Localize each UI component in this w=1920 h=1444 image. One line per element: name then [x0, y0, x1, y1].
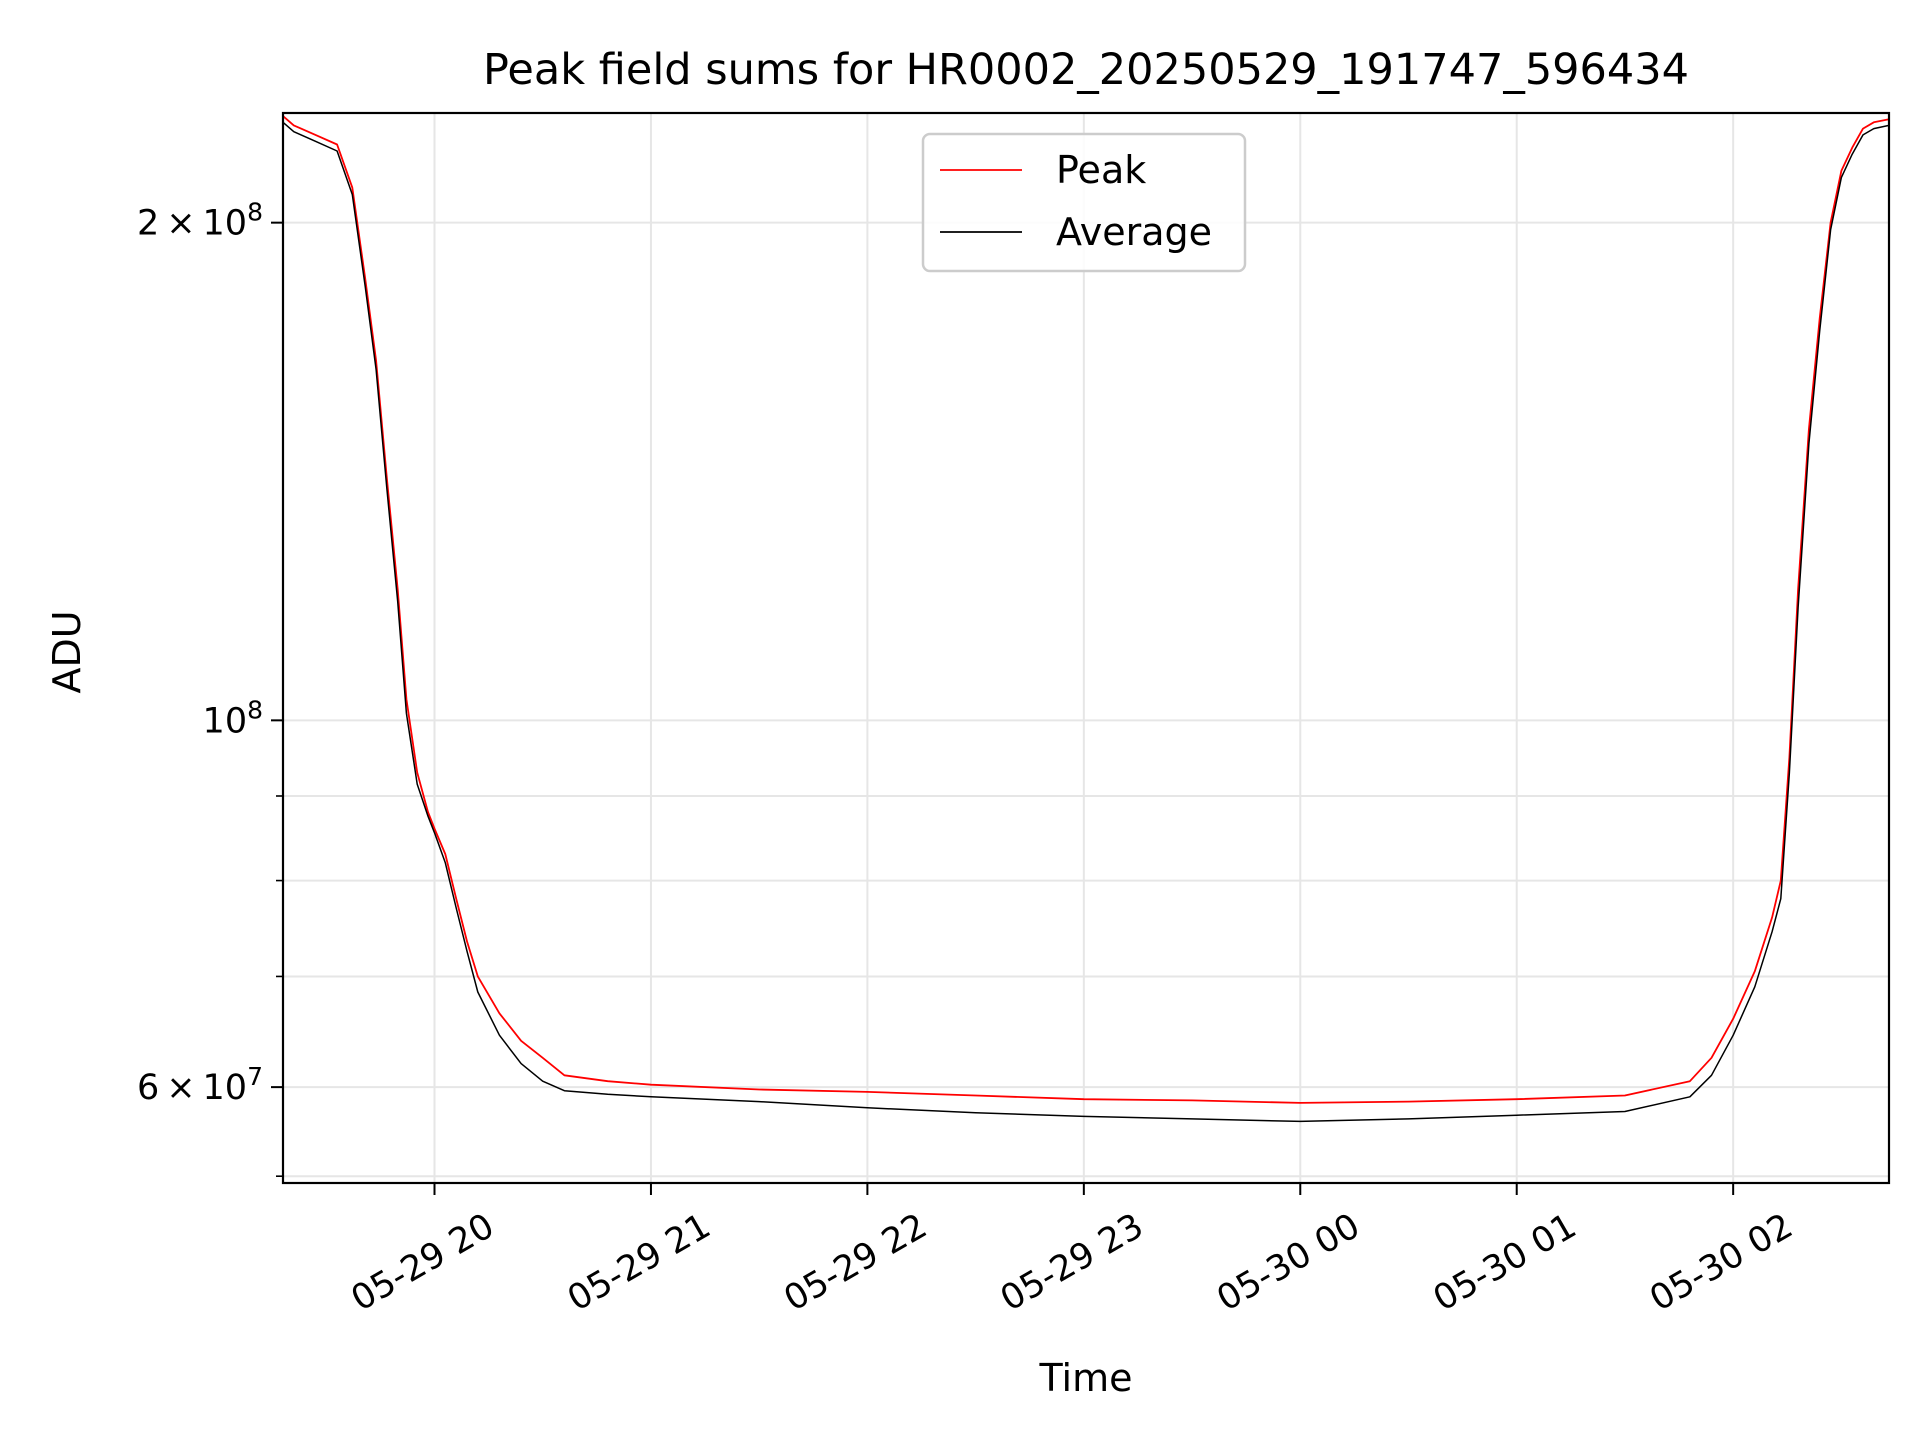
- legend: Peak Average: [921, 132, 1247, 273]
- y-tick-label-base: 10: [203, 701, 248, 741]
- y-tick-label: 2 × 108: [137, 198, 263, 244]
- plot-series: [282, 115, 1890, 1123]
- plot-frame: [281, 111, 1891, 1185]
- y-tick-label: 108: [203, 695, 263, 741]
- legend-box: [921, 132, 1247, 273]
- chart-title: Peak field sums for HR0002_20250529_1917…: [483, 45, 1689, 95]
- series-line-peak: [282, 115, 1890, 1104]
- series-line-average: [282, 121, 1890, 1123]
- y-tick-label: 6 × 107: [137, 1062, 263, 1108]
- y-tick-label-base: 6 × 10: [137, 1068, 247, 1108]
- y-axis-label: ADU: [45, 610, 89, 693]
- y-tick-label-base: 2 × 10: [137, 204, 247, 244]
- legend-label-average: Average: [1056, 210, 1212, 254]
- legend-label-peak: Peak: [1056, 148, 1146, 192]
- x-axis-label: Time: [1039, 1356, 1133, 1400]
- y-tick-label-exponent: 8: [247, 695, 263, 724]
- y-tick-label-exponent: 7: [247, 1062, 263, 1091]
- y-tick-label-exponent: 8: [247, 198, 263, 227]
